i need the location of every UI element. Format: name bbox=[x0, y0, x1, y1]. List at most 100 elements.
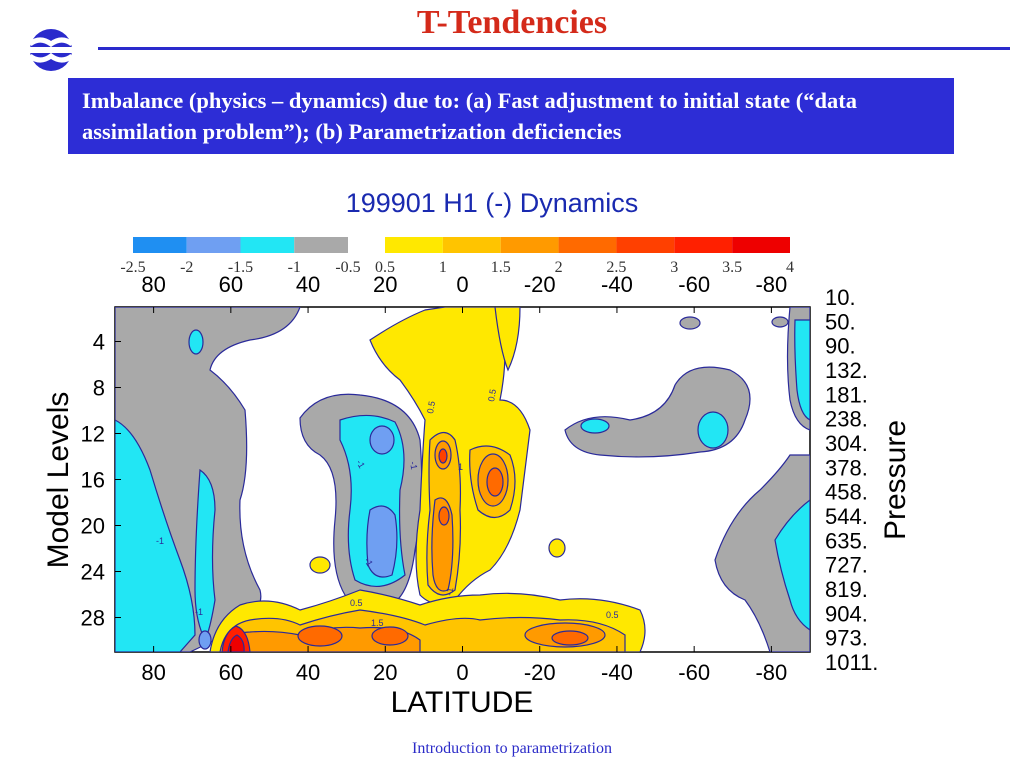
legend-neg-swatch bbox=[186, 237, 241, 253]
legend-pos-swatch bbox=[442, 237, 501, 253]
y-tick-left: 28 bbox=[81, 606, 105, 631]
y-tick-right: 458. bbox=[825, 480, 868, 505]
legend-pos-swatch bbox=[616, 237, 675, 253]
legend-neg-label: -2.5 bbox=[120, 259, 145, 276]
x-tick-top: -80 bbox=[755, 272, 787, 297]
y-tick-right: 727. bbox=[825, 553, 868, 578]
y-tick-right: 90. bbox=[825, 334, 856, 359]
x-tick-bottom: 40 bbox=[296, 660, 320, 685]
contour-label: 0.5 bbox=[606, 610, 619, 620]
contour-label: -1 bbox=[408, 461, 419, 471]
x-tick-bottom: -20 bbox=[524, 660, 556, 685]
legend-pos-label: 2 bbox=[555, 259, 563, 276]
legend-neg-label: -2 bbox=[180, 259, 193, 276]
x-tick-bottom: 20 bbox=[373, 660, 397, 685]
contour-labels: 0.5 0.5 -1 -1 1 -1 -1 -1 0.5 1.5 0.5 -1 bbox=[156, 388, 619, 628]
chart-title: 199901 H1 (-) Dynamics bbox=[346, 188, 639, 218]
field-cyan-sh bbox=[774, 499, 810, 631]
x-tick-bottom: 80 bbox=[141, 660, 165, 685]
legend-neg-label: -1 bbox=[288, 259, 301, 276]
legend-neg-swatch bbox=[133, 237, 187, 253]
legend-pos-swatch bbox=[385, 237, 443, 253]
y-tick-right: 904. bbox=[825, 601, 868, 626]
field-gray-blob-1 bbox=[679, 316, 701, 330]
legend-pos-label: 1.5 bbox=[491, 259, 511, 276]
field-cyan-right bbox=[794, 319, 810, 421]
title-rule bbox=[98, 47, 1010, 50]
field-cyan-sh-small bbox=[580, 418, 610, 434]
field-blue-upper bbox=[369, 425, 395, 455]
plot-area: 0.5 0.5 -1 -1 1 -1 -1 -1 0.5 1.5 0.5 -1 bbox=[114, 306, 811, 653]
contour-label: -1 bbox=[156, 536, 164, 546]
y-tick-left: 16 bbox=[81, 468, 105, 493]
x-tick-top: 0 bbox=[456, 272, 468, 297]
legend-pos-label: 0.5 bbox=[375, 259, 395, 276]
y-tick-left: 20 bbox=[81, 514, 105, 539]
x-tick-top: 20 bbox=[373, 272, 397, 297]
legend-neg-label: -1.5 bbox=[228, 259, 253, 276]
y-tick-right: 973. bbox=[825, 626, 868, 651]
tendency-contour-chart: 199901 H1 (-) Dynamics -2.5 -2 -1.5 -1 -0.5 … bbox=[42, 188, 912, 719]
legend-neg-label: -0.5 bbox=[335, 259, 360, 276]
field-gray-sh-south bbox=[714, 454, 810, 652]
legend-pos-swatch bbox=[558, 237, 617, 253]
y-tick-left: 24 bbox=[81, 560, 105, 585]
field-cyan-top bbox=[188, 329, 204, 355]
contour-label: -1 bbox=[444, 587, 455, 597]
slide-title: T-Tendencies bbox=[416, 4, 608, 41]
y-tick-right: 1011. bbox=[825, 650, 878, 675]
field-red-eq-mid bbox=[438, 506, 450, 526]
field-red-eq-upper bbox=[438, 448, 448, 464]
legend-negative: -2.5 -2 -1.5 -1 -0.5 bbox=[120, 237, 361, 276]
field-cyan-nh bbox=[194, 468, 216, 642]
y-tick-left: 12 bbox=[81, 422, 105, 447]
field-blue-tropics bbox=[366, 505, 398, 578]
contour-label: 1.5 bbox=[371, 618, 384, 628]
x-tick-top: 80 bbox=[141, 272, 165, 297]
legend-neg-swatch bbox=[294, 237, 348, 253]
y-tick-right: 635. bbox=[825, 528, 868, 553]
field-yellow-south bbox=[548, 538, 566, 558]
legend-pos-label: 3 bbox=[670, 259, 678, 276]
field-yellow-nh-small bbox=[309, 556, 331, 574]
field-blue-west-dot bbox=[198, 630, 212, 650]
legend-pos-label: 1 bbox=[439, 259, 447, 276]
field-cyan-west bbox=[115, 419, 196, 652]
ecmwf-logo bbox=[18, 29, 84, 71]
x-tick-top: 40 bbox=[296, 272, 320, 297]
field-deep-red-60n-core bbox=[227, 634, 245, 652]
y-tick-right: 10. bbox=[825, 285, 856, 310]
contour-label: 1 bbox=[458, 462, 463, 472]
y-tick-right: 819. bbox=[825, 577, 868, 602]
legend-positive: 0.5 1 1.5 2 2.5 3 3.5 4 bbox=[375, 237, 794, 276]
x-tick-top: -40 bbox=[601, 272, 633, 297]
field-gray-blob-2 bbox=[771, 316, 789, 328]
contour-label: 0.5 bbox=[486, 388, 498, 402]
y-tick-right: 238. bbox=[825, 407, 868, 432]
summary-banner: Imbalance (physics – dynamics) due to: (… bbox=[68, 78, 954, 154]
x-tick-bottom: 60 bbox=[219, 660, 243, 685]
x-tick-top: 60 bbox=[219, 272, 243, 297]
contour-label: -1 bbox=[354, 458, 367, 470]
legend-pos-swatch bbox=[674, 237, 733, 253]
legend-pos-label: 4 bbox=[786, 259, 794, 276]
x-label: LATITUDE bbox=[391, 686, 534, 719]
x-tick-bottom: -40 bbox=[601, 660, 633, 685]
x-tick-bottom: 0 bbox=[456, 660, 468, 685]
field-yellow-sh-high bbox=[494, 307, 521, 372]
footer-text: Introduction to parametrization bbox=[412, 740, 612, 757]
contour-label: -1 bbox=[362, 556, 375, 568]
legend-pos-label: 3.5 bbox=[722, 259, 742, 276]
legend-pos-label: 2.5 bbox=[606, 259, 626, 276]
field-red-surface-2 bbox=[371, 626, 409, 646]
legend-pos-swatch bbox=[500, 237, 559, 253]
axis-ticks: 80 60 40 20 0 -20 -40 -60 -80 80 60 40 20 0 -20 -40 -60 -… bbox=[81, 272, 879, 685]
contour-label: 0.5 bbox=[350, 598, 363, 608]
y-tick-right: 50. bbox=[825, 309, 856, 334]
field-red-surface-3 bbox=[551, 630, 589, 646]
y-tick-right: 544. bbox=[825, 504, 868, 529]
x-tick-bottom: -80 bbox=[755, 660, 787, 685]
x-tick-bottom: -60 bbox=[678, 660, 710, 685]
y-label-right: Pressure bbox=[879, 420, 912, 540]
y-tick-right: 132. bbox=[825, 358, 868, 383]
